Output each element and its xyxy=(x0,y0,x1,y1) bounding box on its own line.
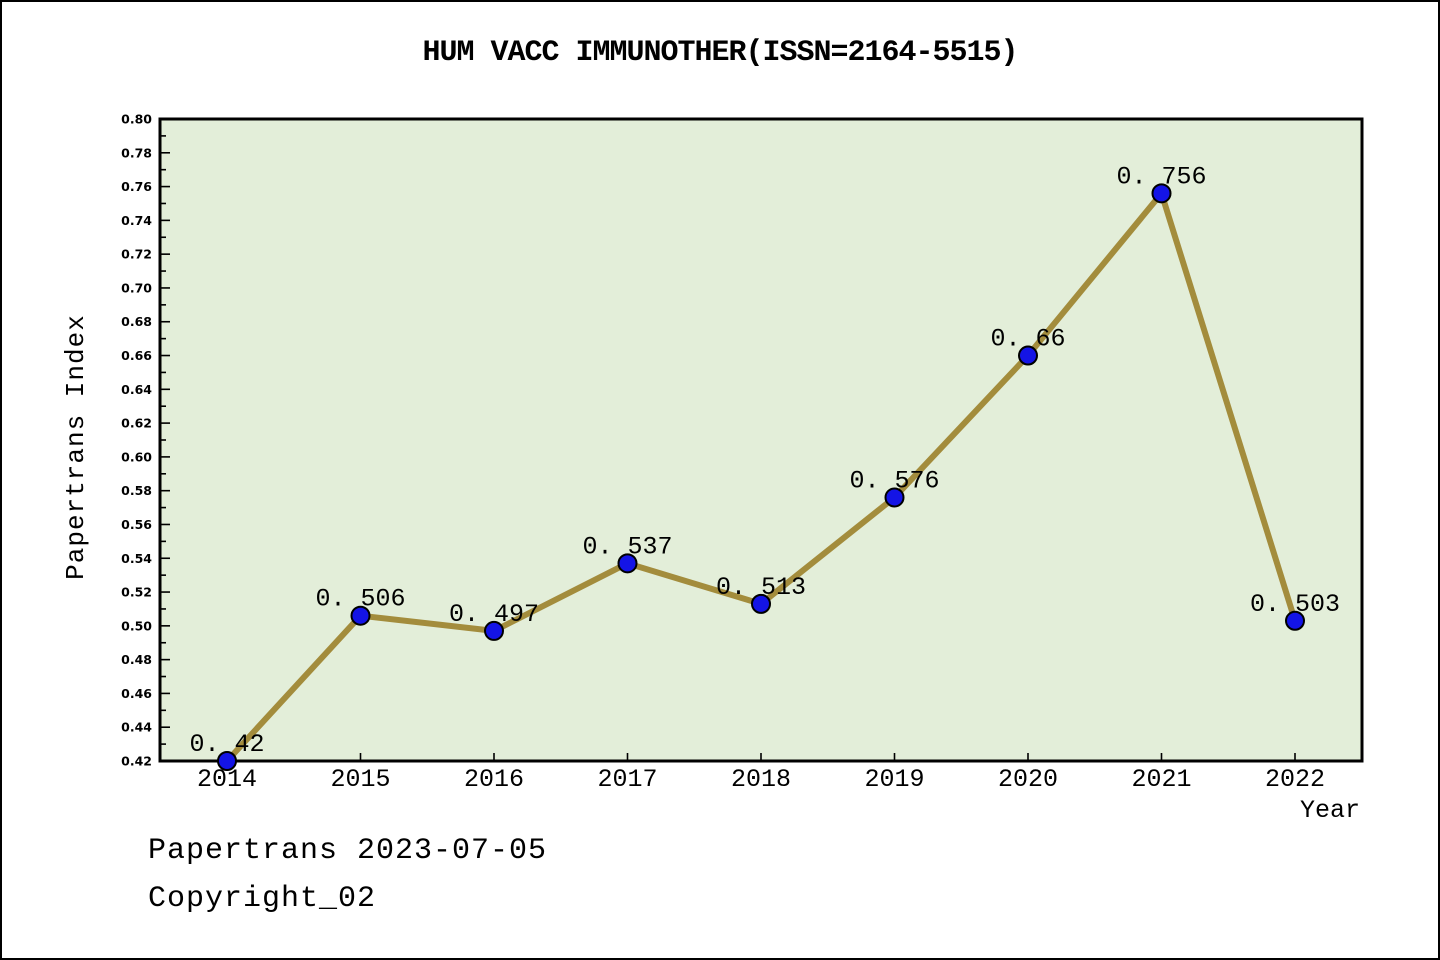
data-point xyxy=(484,620,504,641)
y-axis-tick-label: 0.76 xyxy=(121,179,152,194)
plot-border xyxy=(158,117,1364,763)
data-point-label: 0. 576 xyxy=(849,466,939,495)
data-point-label: 0. 497 xyxy=(449,600,539,629)
x-axis-tick-label: 2022 xyxy=(1265,765,1325,794)
x-axis-tick-label: 2020 xyxy=(998,765,1058,794)
y-axis-tick-label: 0.48 xyxy=(121,652,152,667)
y-axis-tick-label: 0.60 xyxy=(121,449,152,464)
footer-source-date: Papertrans 2023-07-05 xyxy=(148,834,548,868)
y-axis-tick-label: 0.78 xyxy=(121,145,152,160)
y-axis-tick-label: 0.74 xyxy=(121,213,152,228)
y-axis-tick-label: 0.72 xyxy=(121,247,152,262)
data-point-label: 0. 42 xyxy=(189,730,264,759)
x-axis-tick-label: 2021 xyxy=(1131,765,1191,794)
y-axis-tick-label: 0.80 xyxy=(121,112,152,127)
data-point xyxy=(1285,610,1305,631)
y-axis-tick-label: 0.62 xyxy=(121,416,152,431)
chart-title: HUM VACC IMMUNOTHER(ISSN=2164-5515) xyxy=(422,36,1018,70)
y-axis-tick-label: 0.64 xyxy=(121,382,152,397)
data-point-label: 0. 503 xyxy=(1250,590,1340,619)
data-point-label: 0. 513 xyxy=(716,573,806,602)
y-axis-tick-label: 0.56 xyxy=(121,517,152,532)
y-axis-tick-label: 0.68 xyxy=(121,314,152,329)
data-point xyxy=(217,751,237,771)
y-axis-tick-label: 0.46 xyxy=(121,686,152,701)
y-axis-tick-label: 0.42 xyxy=(121,754,152,769)
y-axis-tick-label: 0.44 xyxy=(121,720,152,735)
x-axis-tick-label: 2019 xyxy=(864,765,924,794)
data-point-label: 0. 756 xyxy=(1116,162,1206,191)
x-axis-tick-label: 2015 xyxy=(330,765,390,794)
data-point xyxy=(751,593,771,614)
y-axis-tick-label: 0.50 xyxy=(121,618,152,633)
data-point xyxy=(1151,183,1172,204)
x-axis-label: Year xyxy=(1299,796,1360,825)
data-point xyxy=(350,605,371,626)
x-axis-tick-label: 2018 xyxy=(731,765,791,794)
data-point xyxy=(617,553,638,574)
y-axis-tick-label: 0.66 xyxy=(121,348,152,363)
data-point xyxy=(884,487,905,508)
data-point-label: 0. 66 xyxy=(990,325,1065,354)
x-axis-tick-label: 2016 xyxy=(464,765,524,794)
y-axis-tick-label: 0.54 xyxy=(121,551,152,566)
plot-area-background xyxy=(160,119,1362,761)
data-point-label: 0. 506 xyxy=(315,585,405,614)
x-axis-tick-label: 2017 xyxy=(597,765,657,794)
y-axis-tick-label: 0.58 xyxy=(121,483,152,498)
y-axis-tick-label: 0.52 xyxy=(121,585,152,600)
footer-copyright: Copyright_02 xyxy=(148,882,377,916)
data-point xyxy=(1018,345,1038,366)
data-point-label: 0. 537 xyxy=(582,532,672,561)
y-axis-tick-label: 0.70 xyxy=(121,280,152,295)
y-axis-label: Papertrans Index xyxy=(61,314,91,580)
